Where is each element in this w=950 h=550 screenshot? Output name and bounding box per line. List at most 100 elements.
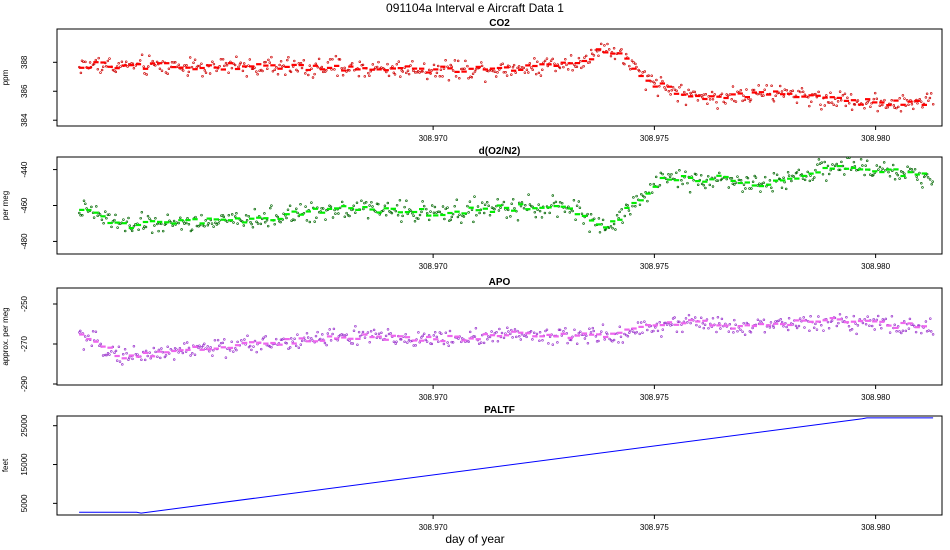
data-point [152,346,156,350]
data-point [845,316,848,319]
data-point [837,168,840,172]
data-point [898,330,901,333]
data-point [527,193,530,196]
data-point [886,105,889,109]
data-point [819,103,822,106]
data-point [374,332,378,335]
data-point [354,324,357,328]
data-point [279,338,283,341]
data-point [670,323,674,326]
data-point [364,201,368,204]
data-point [390,211,394,215]
data-point [745,88,748,91]
data-point [789,90,792,93]
data-point [816,163,819,166]
data-point [607,48,611,51]
data-point [422,332,426,335]
data-point [663,86,666,89]
data-point [371,63,375,66]
data-point [467,76,470,80]
data-point [267,58,270,62]
data-point [634,62,637,66]
data-point [817,158,821,161]
data-point [520,200,524,204]
data-point [348,214,351,218]
x-tick-label: 308.980 [861,134,890,143]
data-point [814,168,817,172]
data-point [828,101,831,105]
data-point [404,332,407,336]
data-point [673,88,677,92]
data-point [693,90,697,94]
data-point [421,70,424,73]
data-point [869,173,872,176]
data-point [405,199,408,203]
data-point [366,331,370,334]
data-point [408,208,411,211]
data-point [117,62,120,65]
panel-2: d(O2/N2) per meg 308.970 308.975 308.980 -480… [1,146,943,271]
data-point [275,214,278,217]
data-point [367,71,370,75]
data-point [296,70,300,73]
data-point [681,182,684,186]
data-point [114,349,118,353]
data-point [432,211,436,215]
data-point [702,326,706,330]
data-point [480,201,484,204]
data-point [105,216,108,220]
data-point [754,176,758,179]
data-point [356,343,359,346]
data-point [798,317,802,320]
data-point [218,65,221,68]
x-tick-label: 308.980 [861,523,890,532]
data-point [512,63,516,67]
data-point [707,326,710,330]
data-point [425,211,429,215]
data-point [881,103,884,107]
data-point [315,216,318,220]
data-point [769,321,773,324]
data-point [644,88,648,91]
data-point [314,334,318,338]
data-point [632,330,635,334]
data-point [825,94,828,97]
data-point [377,332,381,336]
data-point [493,207,496,211]
data-point [248,344,252,348]
data-point [96,67,100,71]
data-point [590,52,594,56]
data-point [148,351,151,354]
data-point [888,331,892,334]
data-point [206,223,210,227]
data-point [262,336,265,340]
data-point [743,98,747,102]
plot-area [79,417,934,514]
data-point [509,215,512,218]
data-point [739,179,743,182]
data-point [446,206,449,209]
data-point [478,211,481,215]
data-point [592,329,595,333]
data-point [345,333,348,336]
data-point [159,356,162,360]
data-point [698,325,701,329]
data-point [577,331,581,335]
data-point [421,334,424,338]
data-point [553,62,556,65]
data-point [575,204,579,207]
data-point [787,317,791,320]
data-point [825,179,828,182]
data-point [442,342,446,346]
plot-frame [56,287,943,386]
data-point [337,57,341,61]
data-point [113,69,116,72]
data-point [901,171,905,174]
data-point [300,66,304,70]
data-point [386,201,390,205]
data-point [105,353,108,357]
data-point [579,330,582,333]
data-point [751,180,755,184]
data-point [140,211,144,214]
data-point [700,182,704,186]
